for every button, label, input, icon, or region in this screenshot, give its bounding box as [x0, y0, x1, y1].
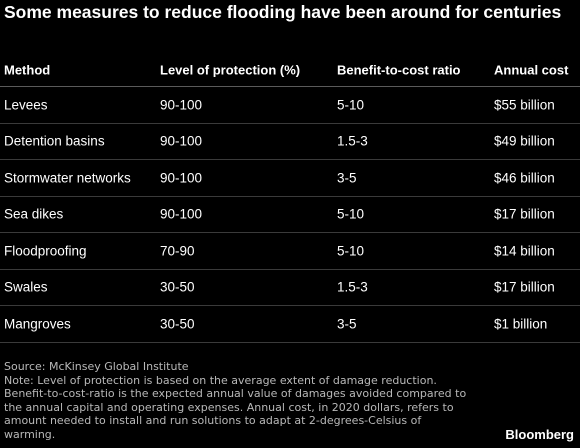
column-header-protection: Level of protection (%): [160, 62, 301, 77]
table-row: Levees 90-100 5-10 $55 billion: [0, 87, 580, 124]
bloomberg-logo: Bloomberg: [505, 427, 574, 442]
protection-cell: 70-90: [160, 243, 195, 259]
method-cell: Swales: [4, 279, 48, 295]
method-cell: Detention basins: [4, 133, 105, 149]
table-row: Swales 30-50 1.5-3 $17 billion: [0, 270, 580, 306]
protection-cell: 90-100: [160, 170, 203, 186]
annual-cost-cell: $17 billion: [494, 206, 555, 222]
annual-cost-cell: $46 billion: [494, 170, 555, 186]
column-header-annual-cost: Annual cost: [494, 62, 569, 77]
table-row: Detention basins 90-100 1.5-3 $49 billio…: [0, 124, 580, 160]
benefit-cost-cell: 5-10: [337, 97, 365, 113]
annual-cost-cell: $55 billion: [494, 97, 555, 113]
data-table: Method Level of protection (%) Benefit-t…: [0, 53, 580, 343]
annual-cost-cell: $17 billion: [494, 279, 555, 295]
benefit-cost-cell: 3-5: [337, 170, 357, 186]
benefit-cost-cell: 5-10: [337, 243, 365, 259]
method-cell: Levees: [4, 97, 48, 113]
method-cell: Mangroves: [4, 316, 71, 332]
protection-cell: 90-100: [160, 206, 203, 222]
protection-cell: 30-50: [160, 316, 195, 332]
benefit-cost-cell: 1.5-3: [337, 133, 368, 149]
table-row: Floodproofing 70-90 5-10 $14 billion: [0, 233, 580, 270]
column-header-benefit-cost: Benefit-to-cost ratio: [337, 62, 461, 77]
table-row: Sea dikes 90-100 5-10 $17 billion: [0, 197, 580, 233]
table-header-row: Method Level of protection (%) Benefit-t…: [0, 53, 580, 87]
method-cell: Stormwater networks: [4, 170, 131, 186]
method-cell: Floodproofing: [4, 243, 87, 259]
protection-cell: 90-100: [160, 97, 203, 113]
benefit-cost-cell: 1.5-3: [337, 279, 368, 295]
chart-title: Some measures to reduce flooding have be…: [4, 2, 562, 22]
footnote: Note: Level of protection is based on th…: [4, 374, 467, 441]
table-row: Stormwater networks 90-100 3-5 $46 billi…: [0, 160, 580, 197]
protection-cell: 90-100: [160, 133, 203, 149]
annual-cost-cell: $49 billion: [494, 133, 555, 149]
method-cell: Sea dikes: [4, 206, 64, 222]
table-row: Mangroves 30-50 3-5 $1 billion: [0, 306, 580, 343]
column-header-method: Method: [4, 62, 51, 77]
source-note: Source: McKinsey Global Institute: [4, 360, 189, 373]
annual-cost-cell: $1 billion: [494, 316, 548, 332]
protection-cell: 30-50: [160, 279, 195, 295]
benefit-cost-cell: 5-10: [337, 206, 365, 222]
benefit-cost-cell: 3-5: [337, 316, 357, 332]
annual-cost-cell: $14 billion: [494, 243, 555, 259]
